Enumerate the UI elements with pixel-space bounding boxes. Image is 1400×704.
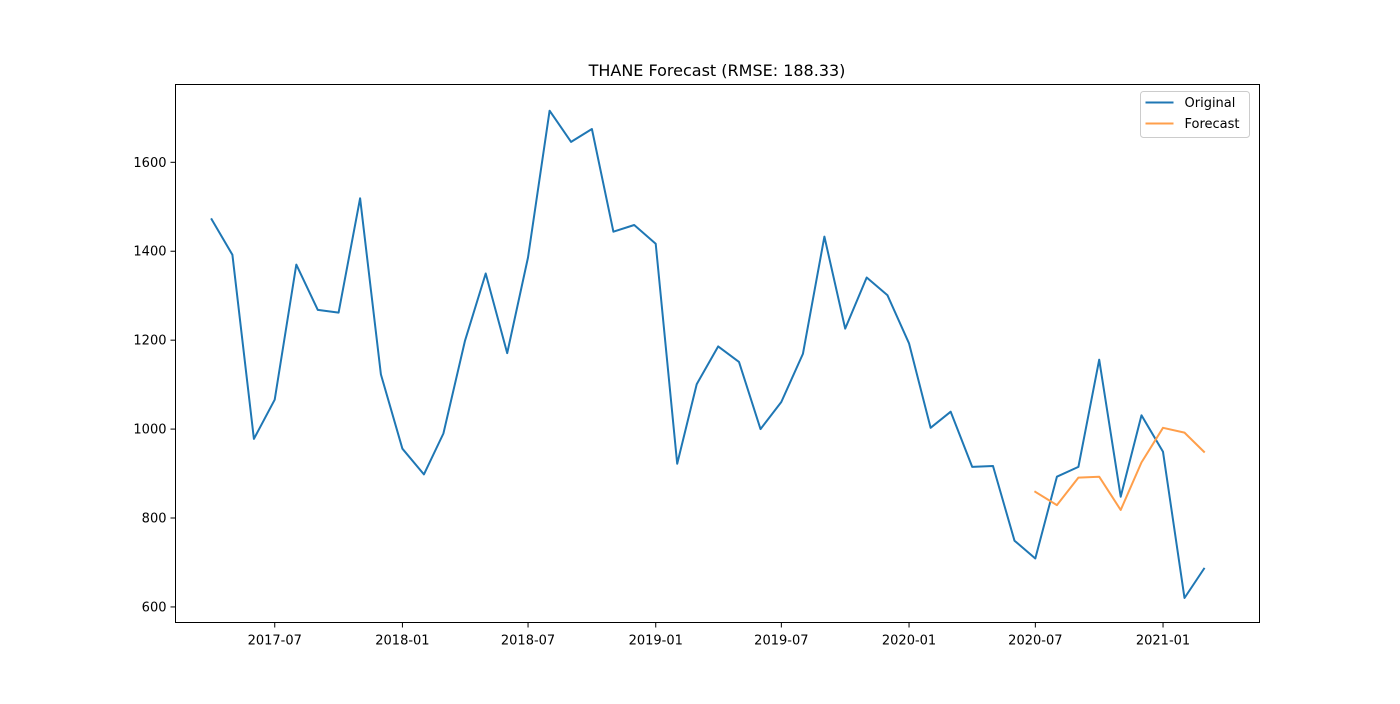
legend-label: Original — [1185, 96, 1236, 111]
x-tick-label: 2019-07 — [754, 634, 808, 649]
plot-area-frame — [175, 84, 1260, 623]
x-tick-label: 2018-01 — [375, 634, 429, 649]
x-tick-label: 2018-07 — [501, 634, 555, 649]
x-tick-label: 2021-01 — [1136, 634, 1190, 649]
y-axis: 600 800 1000 1200 1400 1600 — [133, 156, 176, 615]
x-tick-label: 2017-07 — [248, 634, 302, 649]
legend: Original Forecast — [1140, 91, 1250, 138]
y-tick-label: 1600 — [133, 156, 166, 171]
x-tick-label: 2020-01 — [882, 634, 936, 649]
y-tick-label: 1400 — [133, 245, 166, 260]
x-tick-label: 2020-07 — [1008, 634, 1062, 649]
series-line-original — [210, 109, 1206, 599]
y-tick-label: 600 — [142, 600, 167, 615]
series-line-forecast — [1033, 426, 1206, 511]
plot-series — [210, 109, 1206, 599]
legend-label: Forecast — [1185, 117, 1240, 132]
y-tick-label: 1000 — [133, 423, 166, 438]
chart-title: THANE Forecast (RMSE: 188.33) — [588, 61, 846, 80]
y-tick-label: 1200 — [133, 334, 166, 349]
y-tick-label: 800 — [142, 512, 167, 527]
x-tick-label: 2019-01 — [629, 634, 683, 649]
x-axis: 2017-07 2018-01 2018-07 2019-01 2019-07 2020-… — [248, 622, 1190, 649]
